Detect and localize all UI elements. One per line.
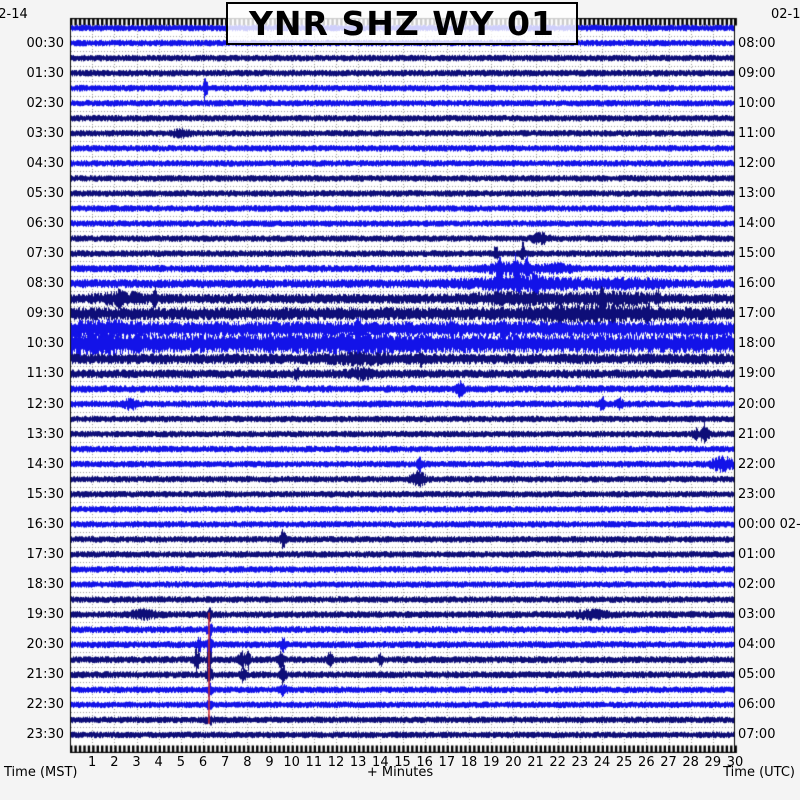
minute-tick-label: 16 [416, 755, 433, 770]
utc-hour-label: 00:00 02-15 [738, 516, 800, 532]
mst-hour-label: 00:30 [26, 35, 64, 51]
minute-tick-label: 17 [438, 755, 456, 770]
minute-tick-label: 28 [682, 755, 699, 770]
mst-hour-label: 04:30 [26, 155, 64, 171]
mst-hour-label: 02:30 [26, 95, 64, 111]
mst-hour-label: 15:30 [26, 486, 64, 502]
utc-hour-label: 03:00 [738, 607, 776, 623]
minute-tick-label: 5 [176, 755, 185, 770]
minute-tick-label: 12 [327, 755, 345, 770]
minute-tick-label: 4 [154, 755, 163, 770]
minute-tick-label: 25 [615, 755, 633, 770]
minute-tick-label: 9 [265, 755, 274, 770]
mst-hour-label: 11:30 [26, 366, 64, 382]
minute-tick-label: 13 [349, 755, 367, 770]
mst-hour-label: 01:30 [26, 65, 64, 81]
utc-hour-label: 14:00 [738, 216, 776, 232]
minute-tick-label: 15 [394, 755, 411, 770]
mst-hour-label: 10:30 [26, 336, 64, 352]
minute-tick-label: 1 [88, 755, 97, 770]
utc-hour-label: 08:00 [738, 35, 776, 51]
axis-title-mst: Time (MST) [4, 765, 78, 780]
mst-hour-label: 06:30 [26, 216, 64, 232]
minute-tick-label: 30 [726, 755, 744, 770]
mst-hour-label: 16:30 [26, 516, 64, 532]
mst-hour-label: 18:30 [26, 576, 64, 592]
mst-hour-label: 20:30 [26, 637, 64, 653]
minute-tick-label: 6 [198, 755, 208, 770]
minute-tick-label: 2 [110, 755, 119, 770]
mst-hour-label: 08:30 [26, 276, 64, 292]
utc-hour-label: 11:00 [738, 125, 776, 141]
utc-hour-label: 01:00 [738, 546, 776, 562]
utc-hour-label: 23:00 [738, 486, 776, 502]
minute-tick-label: 24 [593, 755, 611, 770]
utc-hour-label: 15:00 [738, 246, 776, 262]
utc-hour-label: 10:00 [738, 95, 776, 111]
mst-hour-label: 23:30 [26, 727, 64, 743]
mst-hour-label: 13:30 [26, 426, 64, 442]
utc-hour-label: 18:00 [738, 336, 776, 352]
date-label-top-left: 02-14 [0, 7, 28, 22]
utc-hour-label: 02:00 [738, 576, 776, 592]
utc-hour-label: 21:00 [738, 426, 776, 442]
utc-hour-label: 06:00 [738, 697, 776, 713]
mst-hour-label: 05:30 [26, 185, 64, 201]
station-title-box: YNR SHZ WY 01 [226, 2, 578, 45]
utc-hour-label: 22:00 [738, 456, 776, 472]
mst-hour-label: 17:30 [26, 546, 64, 562]
minute-tick-label: 14 [372, 755, 389, 770]
mst-hour-label: 07:30 [26, 246, 64, 262]
minute-tick-label: 29 [704, 755, 722, 770]
minute-tick-label: 18 [460, 755, 478, 770]
utc-hour-label: 20:00 [738, 396, 776, 412]
minute-tick-label: 20 [505, 755, 522, 770]
minute-tick-label: 11 [305, 755, 323, 770]
minute-tick-label: 23 [571, 755, 589, 770]
mst-hour-label: 19:30 [26, 607, 64, 623]
date-label-top-right: 02-14 [771, 7, 800, 22]
axis-title-minutes: + Minutes [366, 765, 434, 780]
minute-tick-label: 22 [549, 755, 566, 770]
minute-tick-label: 27 [660, 755, 677, 770]
minute-tick-label: 19 [482, 755, 500, 770]
minute-tick-label: 8 [243, 755, 252, 770]
utc-hour-label: 19:00 [738, 366, 776, 382]
mst-hour-label: 09:30 [26, 306, 64, 322]
minute-tick-label: 26 [638, 755, 655, 770]
utc-hour-label: 17:00 [738, 306, 776, 322]
minute-tick-label: 21 [527, 755, 544, 770]
mst-hour-label: 03:30 [26, 125, 64, 141]
utc-hour-label: 09:00 [738, 65, 776, 81]
axis-title-utc: Time (UTC) [723, 765, 795, 780]
station-title: YNR SHZ WY 01 [249, 4, 555, 43]
utc-hour-label: 12:00 [738, 155, 776, 171]
utc-hour-label: 05:00 [738, 667, 776, 683]
utc-hour-label: 16:00 [738, 276, 776, 292]
minute-tick-label: 10 [283, 755, 300, 770]
mst-hour-label: 12:30 [26, 396, 64, 412]
utc-hour-label: 07:00 [738, 727, 776, 743]
utc-hour-label: 13:00 [738, 185, 776, 201]
minute-tick-label: 7 [221, 755, 230, 770]
utc-hour-label: 04:00 [738, 637, 776, 653]
mst-hour-label: 22:30 [26, 697, 64, 713]
mst-hour-label: 21:30 [26, 667, 64, 683]
minute-tick-label: 3 [132, 755, 141, 770]
mst-hour-label: 14:30 [26, 456, 64, 472]
